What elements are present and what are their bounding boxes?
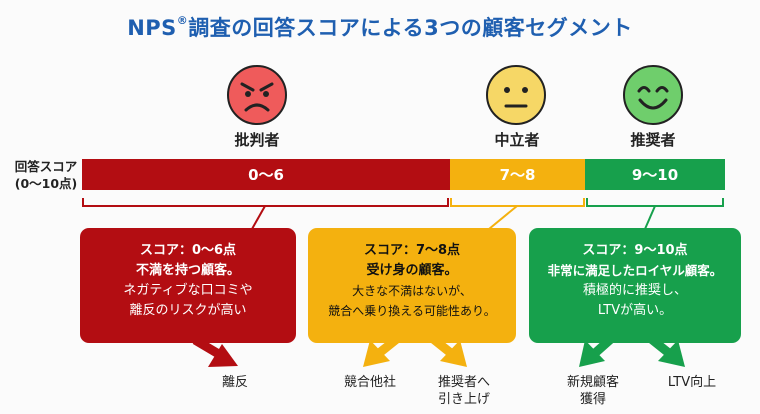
- passive-score: スコア：7〜8点: [363, 243, 461, 258]
- smiling-face-icon: [623, 65, 683, 125]
- promoter-label: 推奨者: [630, 131, 676, 149]
- passive-desc-2: 競合へ乗り換える可能性あり。: [328, 304, 496, 318]
- passive-box: スコア：7〜8点 受け身の顧客。 大きな不満はないが、 競合へ乗り換える可能性あ…: [308, 228, 516, 343]
- detractor-score: スコア：0〜6点: [139, 243, 237, 258]
- detractor-summary: 不満を持つ顧客。: [135, 263, 240, 278]
- outcome-ltv: LTV向上: [667, 375, 717, 390]
- detractor-label: 批判者: [234, 131, 280, 149]
- outcome-acquisition: 新規顧客 獲得: [566, 375, 619, 407]
- detractor-desc-1: ネガティブな口コミや: [123, 283, 253, 298]
- angry-face-icon: [227, 65, 287, 125]
- passive-bracket: [450, 198, 585, 207]
- detractor-box: スコア：0〜6点 不満を持つ顧客。 ネガティブな口コミや 離反のリスクが高い: [80, 228, 296, 343]
- passive-summary: 受け身の顧客。: [366, 263, 458, 278]
- churn-arrow: [192, 336, 238, 367]
- passive-desc-1: 大きな不満はないが、: [352, 284, 472, 298]
- promoter-desc-1: 積極的に推奨し、: [582, 283, 687, 298]
- promoter-bracket: [586, 198, 724, 207]
- outcome-churn: 離反: [221, 375, 248, 390]
- promoter-box: スコア：9〜10点 非常に満足したロイヤル顧客。 積極的に推奨し、 LTVが高い…: [529, 228, 741, 343]
- promoter-range: 9〜10: [585, 159, 725, 190]
- passive-range: 7〜8: [450, 159, 585, 190]
- detractor-bracket: [82, 198, 449, 207]
- scale-label: 回答スコア (0〜10点): [14, 159, 78, 191]
- neutral-face-icon: [486, 65, 546, 125]
- promoter-desc-2: LTVが高い。: [597, 303, 673, 318]
- outcome-competitor: 競合他社: [343, 375, 396, 390]
- page-title: NPS®調査の回答スコアによる3つの顧客セグメント: [127, 14, 633, 40]
- promoter-summary: 非常に満足したロイヤル顧客。: [547, 263, 723, 278]
- promoter-score: スコア：9〜10点: [582, 243, 688, 258]
- passive-label: 中立者: [494, 131, 540, 149]
- detractor-range: 0〜6: [82, 159, 450, 190]
- detractor-desc-2: 離反のリスクが高い: [129, 303, 247, 318]
- outcome-upgrade: 推奨者へ 引き上げ: [437, 375, 490, 407]
